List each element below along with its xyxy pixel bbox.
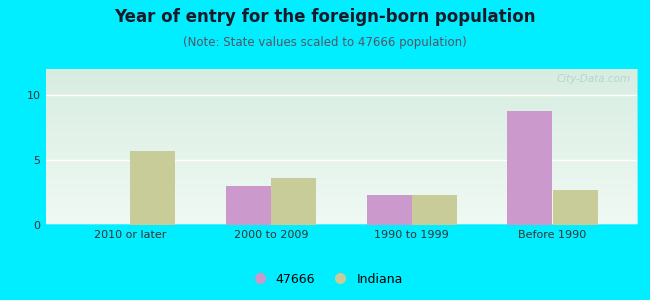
- Text: (Note: State values scaled to 47666 population): (Note: State values scaled to 47666 popu…: [183, 36, 467, 49]
- Text: City-Data.com: City-Data.com: [557, 74, 631, 84]
- Bar: [552, 190, 597, 225]
- Bar: [411, 195, 457, 225]
- Legend: 47666, Indiana: 47666, Indiana: [242, 268, 408, 291]
- Bar: [226, 186, 271, 225]
- Bar: [130, 151, 175, 225]
- Bar: [508, 111, 552, 225]
- Bar: [271, 178, 316, 225]
- Text: Year of entry for the foreign-born population: Year of entry for the foreign-born popul…: [114, 8, 536, 26]
- Bar: [367, 195, 411, 225]
